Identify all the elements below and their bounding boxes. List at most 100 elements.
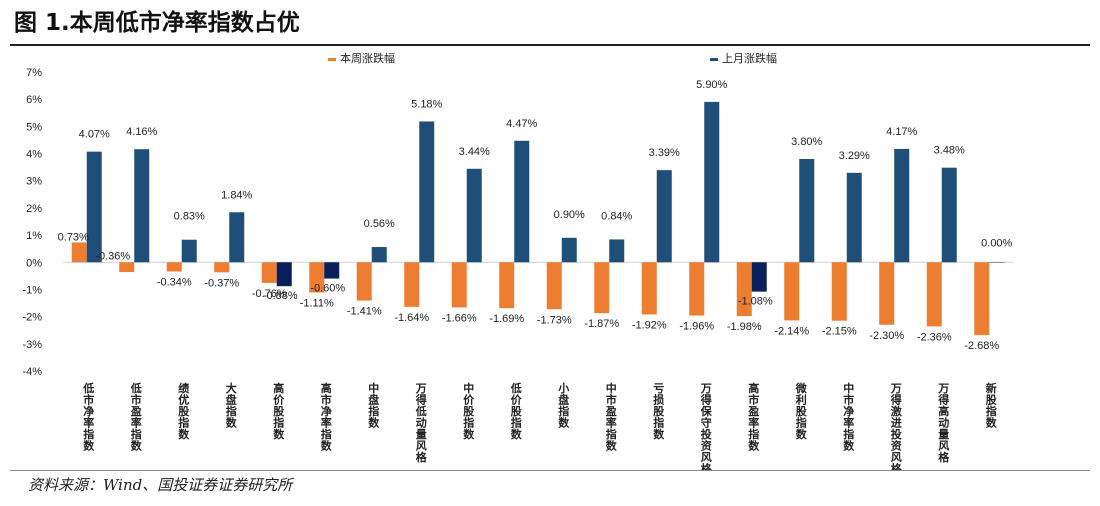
source-divider (10, 470, 1090, 471)
data-label-last-month: 4.07% (79, 129, 110, 141)
category-label: 中价股指数 (463, 381, 475, 441)
bar-last-month (609, 239, 625, 263)
bar-last-month (941, 167, 957, 263)
bar-this-week (309, 262, 325, 293)
title-divider (10, 44, 1090, 46)
data-label-last-month: -0.60% (310, 283, 345, 295)
y-tick-label: 0% (26, 257, 42, 269)
chart-title: 图 1.本周低市净率指数占优 (14, 10, 300, 36)
category-label: 高价股指数 (273, 381, 285, 441)
category-label: 低价股指数 (510, 381, 523, 441)
bar-this-week (594, 262, 610, 314)
bar-last-month (466, 168, 482, 263)
data-label-this-week: -2.36% (917, 331, 952, 343)
category-label: 高市净率指数 (321, 381, 333, 453)
category-label: 亏损股指数 (653, 382, 665, 441)
category-label: 高市盈率指数 (747, 381, 760, 453)
bar-this-week (119, 262, 135, 273)
bar-this-week (736, 262, 752, 317)
data-label-last-month: 5.18% (411, 98, 442, 110)
data-label-this-week: -1.64% (394, 312, 429, 324)
bar-last-month (656, 170, 672, 263)
bar-last-month (751, 262, 767, 292)
data-label-last-month: 0.00% (981, 237, 1012, 249)
data-label-last-month: 0.90% (554, 209, 585, 221)
data-label-last-month: 3.39% (649, 147, 680, 159)
y-tick-label: 3% (26, 176, 42, 188)
data-label-this-week: -1.96% (679, 321, 714, 333)
bar-last-month (181, 239, 197, 263)
data-label-this-week: 0.73% (58, 231, 89, 243)
category-label: 万得低动量风格 (415, 382, 428, 464)
legend-label-this-week: 本周涨跌幅 (340, 51, 395, 65)
category-label: 大盘指数 (226, 381, 238, 430)
data-label-last-month: 5.90% (696, 79, 727, 91)
bar-this-week (261, 262, 277, 283)
legend-label-last-month: 上月涨跌幅 (722, 51, 777, 65)
bar-last-month (229, 212, 245, 263)
bar-this-week (166, 262, 182, 272)
y-tick-label: 5% (26, 121, 42, 133)
data-label-this-week: -2.15% (822, 326, 857, 338)
data-label-last-month: 0.56% (364, 218, 395, 230)
category-label: 低市盈率指数 (130, 381, 143, 453)
data-label-last-month: 3.29% (839, 150, 870, 162)
data-label-this-week: -1.41% (347, 306, 382, 318)
bar-this-week (214, 262, 230, 273)
data-label-this-week: -0.76% (252, 288, 287, 300)
category-label: 万得保守投资风格 (700, 382, 713, 470)
category-label: 万得高动量风格 (937, 382, 950, 464)
bar-last-month (799, 158, 815, 263)
data-label-this-week: -1.87% (584, 318, 619, 330)
category-label: 万得激进投资风格 (890, 382, 903, 470)
data-label-last-month: -1.08% (738, 296, 773, 308)
bar-this-week (831, 262, 847, 321)
data-label-this-week: -2.14% (774, 325, 809, 337)
bar-this-week (546, 262, 562, 310)
data-label-this-week: -1.69% (489, 313, 524, 325)
y-tick-label: 4% (26, 149, 42, 161)
bar-chart: 7% 6% 5% 4% 3% 2% 1% 0% -1% -2% -3% -4% 本周涨跌幅 上月涨跌幅 0.… (22, 51, 1013, 470)
bar-this-week (974, 262, 990, 336)
bar-this-week (926, 262, 942, 327)
bar-last-month (989, 262, 1005, 263)
category-label: 中盘指数 (368, 381, 380, 430)
data-label-last-month: 1.84% (221, 189, 252, 201)
bar-last-month (86, 151, 102, 263)
bar-last-month (561, 237, 577, 263)
data-label-this-week: -2.68% (964, 340, 999, 352)
data-label-this-week: -2.30% (869, 330, 904, 342)
bar-last-month (514, 140, 530, 263)
y-tick-label: 2% (26, 203, 42, 215)
y-tick-label: 6% (26, 94, 42, 106)
chart-area: 7% 6% 5% 4% 3% 2% 1% 0% -1% -2% -3% -4% 本周涨跌幅 上月涨跌幅 0.… (10, 46, 1090, 470)
data-label-last-month: -0.88% (263, 290, 298, 302)
bar-this-week (356, 262, 372, 301)
category-label: 绩优股指数 (178, 381, 190, 441)
data-label-this-week: -1.11% (300, 297, 334, 309)
data-label-this-week: -1.66% (442, 312, 477, 324)
bar-last-month (894, 148, 910, 263)
data-label-this-week: -0.37% (204, 277, 239, 289)
data-label-last-month: 3.80% (791, 136, 822, 148)
data-label-this-week: -0.36% (95, 250, 130, 262)
data-label-this-week: -0.34% (157, 277, 192, 289)
bar-this-week (404, 262, 420, 307)
category-label: 中市净率指数 (843, 381, 855, 453)
data-label-last-month: 0.83% (174, 211, 205, 223)
data-label-last-month: 4.47% (506, 118, 537, 130)
data-label-last-month: 3.44% (459, 146, 490, 158)
bar-last-month (276, 262, 292, 287)
category-label: 新股指数 (986, 381, 998, 430)
bar-this-week (784, 262, 800, 321)
legend-swatch-last-month (710, 58, 718, 61)
y-tick-label: -3% (22, 339, 42, 351)
y-tick-label: -1% (22, 284, 42, 296)
data-label-last-month: 4.16% (126, 126, 157, 138)
category-label: 微利股指数 (795, 381, 808, 441)
bar-last-month (371, 247, 387, 263)
legend-swatch-this-week (328, 58, 336, 61)
bar-last-month (324, 262, 340, 279)
bar-this-week (451, 262, 467, 308)
bar-last-month (704, 101, 720, 263)
